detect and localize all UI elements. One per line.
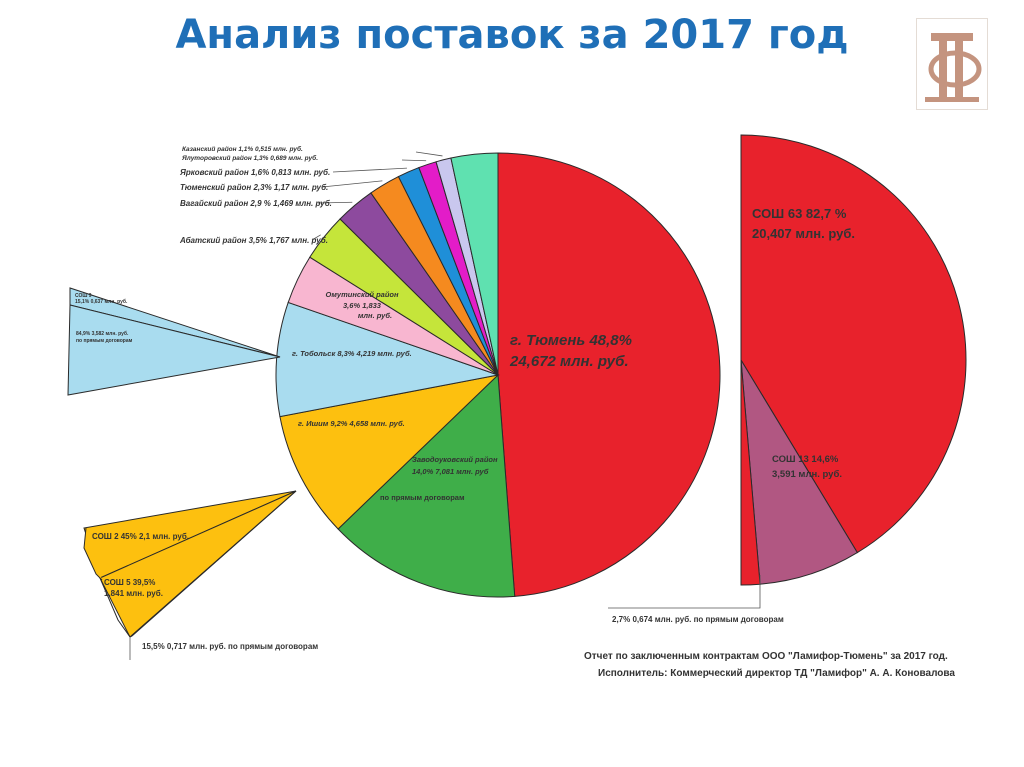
- slice-value-zavodoukovsky: 14,0% 7,081 млн. руб: [412, 467, 489, 476]
- slice-value-omutinsky: 3,6% 1,833: [343, 301, 382, 310]
- ishim-breakdown-pie: [83, 490, 297, 638]
- slice-label-vagaysky: Вагайский район 2,9 % 1,469 млн. руб.: [180, 199, 332, 208]
- breakdown-label-tobolsk-direct: 84,9% 3,582 млн. руб.: [76, 330, 129, 337]
- slice-label-tobolsk: г. Тобольск 8,3% 4,219 млн. руб.: [292, 349, 412, 358]
- breakdown-note-tobolsk-direct: по прямым договорам: [76, 338, 133, 344]
- leader-line: [332, 167, 407, 173]
- slice-label-zavodoukovsky: Заводоуковский район: [412, 455, 498, 464]
- breakdown-slice: [129, 490, 297, 638]
- leader-line: [317, 201, 353, 204]
- slice-label-abatsky: Абатский район 3,5% 1,767 млн. руб.: [179, 236, 328, 245]
- breakdown-arc: [83, 527, 103, 581]
- logo-monogram-icon: [925, 33, 982, 102]
- breakdown-label-direct-ishim: 15,5% 0,717 млн. руб. по прямым договора…: [142, 642, 318, 651]
- breakdown-value-sosh5: 1,841 млн. руб.: [104, 589, 163, 598]
- report-author: Исполнитель: Коммерческий директор ТД "Л…: [598, 668, 955, 679]
- leader-line: [321, 180, 383, 188]
- pie-slice: [337, 373, 516, 598]
- breakdown-value-sosh63: 20,407 млн. руб.: [752, 226, 855, 241]
- company-logo: [916, 18, 988, 110]
- slice-value-tyumen: 24,672 млн. руб.: [509, 353, 629, 370]
- breakdown-label-sosh2: СОШ 2 45% 2,1 млн. руб.: [92, 532, 189, 541]
- pie-slice: [450, 152, 499, 376]
- slice-label-omutinsky: Омутинский район: [325, 290, 399, 299]
- breakdown-label-sosh13: СОШ 13 14,6%: [772, 454, 839, 465]
- slice-label-tyumensky: Тюменский район 2,3% 1,17 млн. руб.: [180, 183, 328, 192]
- main-pie: [275, 152, 721, 598]
- leader-line: [311, 234, 321, 241]
- breakdown-value-sosh9: 15,1% 0,637 млн. руб.: [75, 298, 128, 305]
- breakdown-label-direct-tyumen: 2,7% 0,674 млн. руб. по прямым договорам: [612, 615, 784, 624]
- slice-label-ishim: г. Ишим 9,2% 4,658 млн. руб.: [298, 419, 405, 428]
- pie-slice: [279, 374, 500, 530]
- breakdown-slice: [67, 304, 281, 396]
- slice-label-yalutorovsky: Ялуторовский район 1,3% 0,689 млн. руб.: [181, 154, 318, 162]
- slide-title: Анализ поставок за 2017 год: [175, 12, 849, 58]
- breakdown-label-sosh63: СОШ 63 82,7 %: [752, 206, 847, 221]
- leader-line: [415, 151, 443, 157]
- breakdown-arc: [99, 577, 131, 638]
- breakdown-slice: [740, 134, 967, 554]
- slice-label-yarkovsky: Ярковский район 1,6% 0,813 млн. руб.: [179, 168, 330, 177]
- breakdown-label-sosh5: СОШ 5 39,5%: [104, 578, 155, 587]
- pie-slice: [497, 152, 721, 597]
- pie-slice: [275, 301, 500, 418]
- tobolsk-breakdown-pie: [67, 287, 281, 396]
- slice-note-omutinsky: млн. руб.: [358, 311, 392, 320]
- breakdown-slice: [740, 359, 859, 585]
- report-note: Отчет по заключенным контрактам ООО "Лам…: [584, 651, 948, 662]
- leader-lines: [129, 151, 761, 660]
- slice-label-tyumen: г. Тюмень 48,8%: [510, 332, 632, 349]
- chart-labels: Казанский район 1,1% 0,515 млн. руб.Ялут…: [75, 145, 855, 651]
- leader-line: [401, 159, 427, 162]
- leader-line: [608, 575, 761, 609]
- slice-label-kazansky: Казанский район 1,1% 0,515 млн. руб.: [182, 145, 303, 153]
- slice-note-zavodoukovsky: по прямым договорам: [380, 493, 465, 502]
- tyumen-breakdown-pie: [740, 134, 967, 586]
- breakdown-value-sosh13: 3,591 млн. руб.: [772, 469, 842, 480]
- breakdown-label-sosh9: СОШ 9: [75, 293, 92, 299]
